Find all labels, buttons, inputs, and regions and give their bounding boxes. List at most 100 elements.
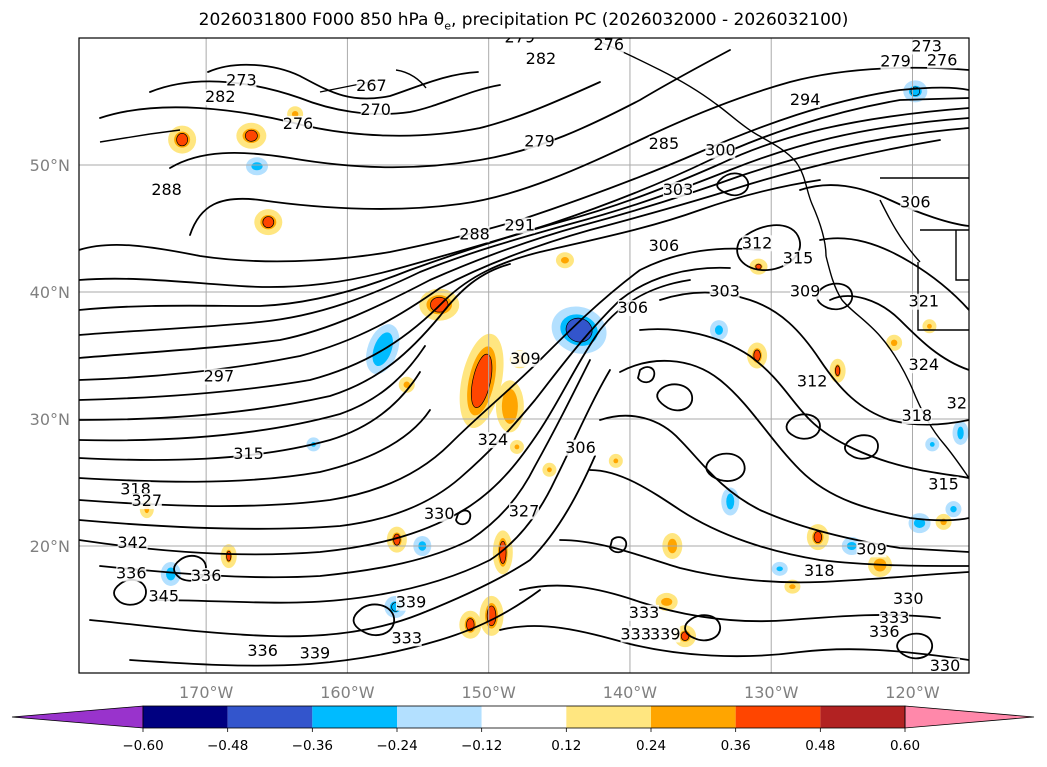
contour-label: 333 [620,624,651,643]
contour-label: 318 [804,561,835,580]
contour-label: 303 [709,282,740,301]
contour-line [829,295,969,371]
coastline [825,255,969,479]
contour-label: 321 [947,393,978,412]
contour-label: 276 [927,50,958,69]
colorbar-tick-label: −0.48 [207,738,248,754]
coastline [955,230,969,281]
contour-label: 273 [911,36,942,55]
lat-tick-label: 30°N [30,410,70,429]
precip-blob [952,420,969,445]
precip-blob [459,610,482,639]
contour-line [819,237,969,311]
contour-label: 318 [901,406,932,425]
lat-tick-label: 50°N [30,156,70,175]
precip-layer [139,80,1007,648]
precip-blob [246,157,268,176]
contour-line [169,49,731,169]
contour-line [656,383,693,412]
contour-line [455,509,472,526]
contour-label: 336 [869,622,900,641]
contour-label: 336 [191,566,222,585]
contour-line [799,184,969,227]
precip-blob [608,453,623,468]
colorbar-extend-low [11,705,144,729]
contour-line [79,127,969,359]
contour-label: 315 [783,249,814,268]
precip-blob [398,376,415,393]
contour-line [89,455,596,638]
precip-blob [254,209,283,236]
precip-blob [709,320,728,341]
contour-label: 306 [900,193,931,212]
contour-label: 339 [650,624,681,643]
contour-label: 306 [618,298,649,317]
contour-label: 276 [283,114,314,133]
contour-line [705,452,746,482]
colorbar-segment [227,706,313,728]
contour-line [189,66,969,236]
contour-label: 279 [524,132,555,151]
contour-label: 267 [356,76,387,95]
lat-tick-label: 40°N [30,283,70,302]
coastline [99,133,151,143]
contour-line [519,584,941,623]
contour-label: 330 [930,656,961,675]
contour-line [79,107,969,311]
precip-blob [168,125,197,154]
colorbar-segment [566,706,651,728]
contour-line [79,409,431,483]
colorbar: −0.60 −0.48 −0.36 −0.24 −0.12 0.12 0.24 0.36 0.4… [11,705,1035,754]
contour-line [684,614,721,642]
contour-label: 300 [705,141,736,160]
contour-label: 297 [204,367,235,386]
contour-line [79,345,426,442]
precip-blob [747,342,768,369]
contour-line [79,263,511,421]
axis-tick-labels: 50°N 40°N 30°N 20°N 170°W 160°W 150°W 140°W 130°… [30,156,940,702]
colorbar-tick-label: 0.60 [890,738,920,754]
colorbar-tick-label: 0.24 [636,738,666,754]
contour-label: 309 [510,349,541,368]
coastline [149,129,181,135]
colorbar-segment [820,706,905,728]
precip-blob [908,513,931,534]
contour-label: 282 [526,49,557,68]
colorbar-tick-label: 0.12 [551,738,581,754]
lon-tick-label: 160°W [320,683,375,702]
contour-line [785,413,821,440]
precip-blob [987,448,1007,472]
colorbar-segment [312,706,397,728]
contour-label: 276 [593,35,624,54]
contour-label: 330 [424,504,455,523]
contour-label: 309 [790,282,821,301]
precip-blob [160,561,181,586]
colorbar-tick-label: −0.60 [122,738,163,754]
precip-blob [509,439,524,454]
contour-line [499,625,969,661]
precip-blob [886,334,903,351]
contour-label: 306 [565,438,596,457]
colorbar-tick-label: −0.24 [376,738,417,754]
contour-line [207,63,479,100]
contour-line [639,328,969,479]
lon-tick-label: 120°W [885,683,940,702]
contour-line [816,282,853,311]
contour-label: 327 [509,501,540,520]
contour-label: 291 [504,216,535,235]
colorbar-tick-label: 0.48 [805,738,835,754]
contour-line [716,172,750,197]
contour-label: 336 [116,563,147,582]
coastline [599,41,827,257]
contour-line [79,247,761,507]
colorbar-extend-high [904,705,1035,729]
coastline [395,69,427,89]
contour-line [99,359,591,579]
contour-label: 288 [459,224,490,243]
colorbar-segment [143,706,228,728]
contour-line [79,266,731,530]
contour-line [149,80,501,115]
contour-line [79,371,421,461]
contour-label: 312 [797,372,828,391]
